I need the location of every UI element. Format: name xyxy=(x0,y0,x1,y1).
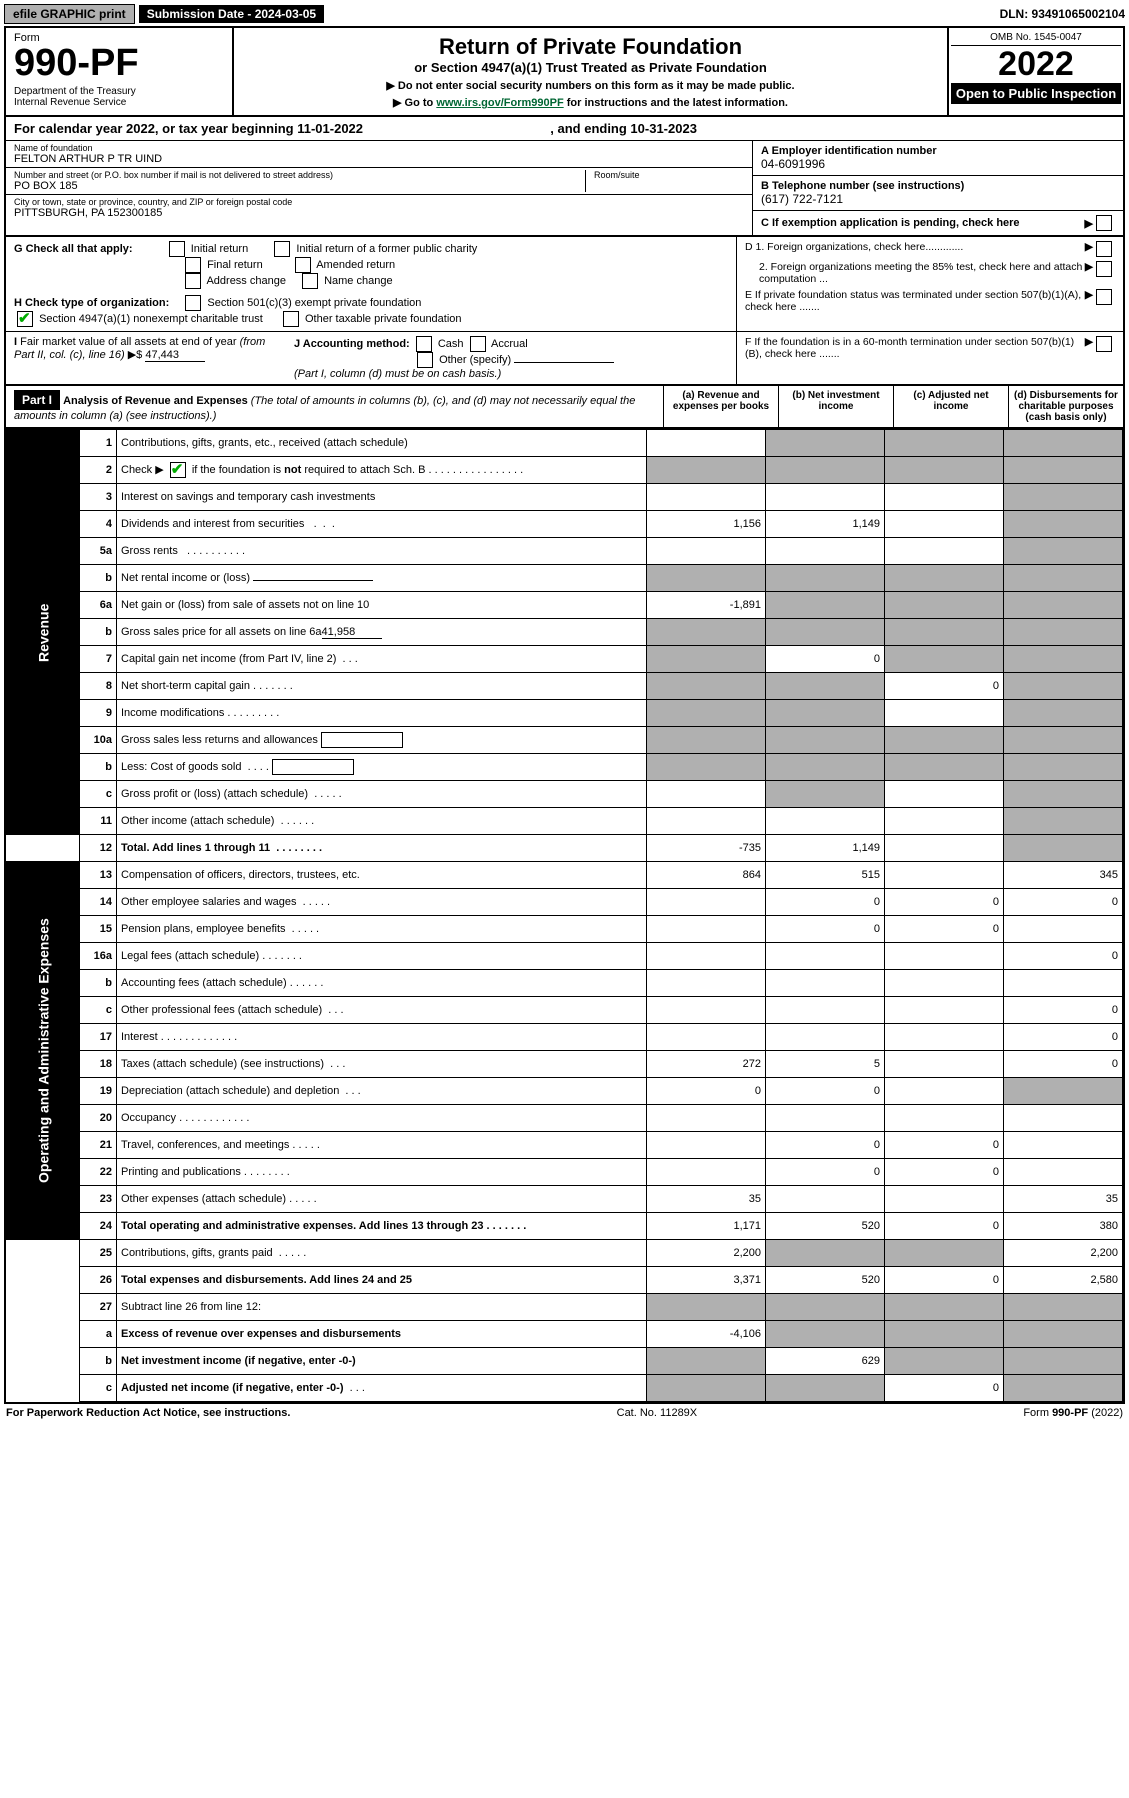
form-title: Return of Private Foundation xyxy=(240,34,941,60)
g-initial-former-checkbox[interactable] xyxy=(274,241,290,257)
form-number: 990-PF xyxy=(14,44,224,82)
dln: DLN: 93491065002104 xyxy=(1000,7,1125,21)
j-note: (Part I, column (d) must be on cash basi… xyxy=(294,368,501,380)
d2-checkbox[interactable] xyxy=(1096,261,1112,277)
j-lbl: J Accounting method: xyxy=(294,338,410,350)
form-subtitle: or Section 4947(a)(1) Trust Treated as P… xyxy=(240,60,941,75)
j-other-checkbox[interactable] xyxy=(417,352,433,368)
f-checkbox[interactable] xyxy=(1096,336,1112,352)
g-o6: Name change xyxy=(324,275,393,287)
c-lbl: C If exemption application is pending, c… xyxy=(761,217,1085,229)
ein-lbl: A Employer identification number xyxy=(761,145,1115,157)
e-checkbox[interactable] xyxy=(1096,289,1112,305)
col-a-hdr: (a) Revenue and expenses per books xyxy=(663,386,778,427)
tel-val: (617) 722-7121 xyxy=(761,192,1115,206)
c-checkbox[interactable] xyxy=(1096,215,1112,231)
e-lbl: E If private foundation status was termi… xyxy=(745,289,1085,313)
g-o5: Address change xyxy=(206,275,286,287)
j-o1: Cash xyxy=(438,338,464,350)
name-lbl: Name of foundation xyxy=(14,143,744,153)
h-501c3-checkbox[interactable] xyxy=(185,295,201,311)
addr-val: PO BOX 185 xyxy=(14,180,585,192)
footer-left: For Paperwork Reduction Act Notice, see … xyxy=(6,1407,290,1419)
efile-btn[interactable]: efile GRAPHIC print xyxy=(4,4,135,24)
ein-val: 04-6091996 xyxy=(761,157,1115,171)
addr-lbl: Number and street (or P.O. box number if… xyxy=(14,170,585,180)
tel-lbl: B Telephone number (see instructions) xyxy=(761,180,1115,192)
f-lbl: F If the foundation is in a 60-month ter… xyxy=(745,336,1085,360)
h-o2: Section 4947(a)(1) nonexempt charitable … xyxy=(39,313,263,325)
j-o3: Other (specify) xyxy=(439,354,511,366)
part1-hdr: Part I xyxy=(14,390,60,410)
h-lbl: H Check type of organization: xyxy=(14,297,169,309)
g-o1: Initial return xyxy=(191,243,248,255)
room-lbl: Room/suite xyxy=(585,170,744,192)
h-4947-checkbox[interactable] xyxy=(17,311,33,327)
h-other-checkbox[interactable] xyxy=(283,311,299,327)
calendar-year-end: , and ending 10-31-2023 xyxy=(550,121,697,136)
open-inspection: Open to Public Inspection xyxy=(951,83,1121,104)
g-o3: Final return xyxy=(207,259,263,271)
g-o4: Amended return xyxy=(316,259,395,271)
dept-label: Department of the TreasuryInternal Reven… xyxy=(14,86,224,108)
j-accrual-checkbox[interactable] xyxy=(470,336,486,352)
h-o1: Section 501(c)(3) exempt private foundat… xyxy=(207,297,421,309)
schb-checkbox[interactable] xyxy=(170,462,186,478)
arrow-icon: ▶ xyxy=(1085,217,1093,230)
h-o3: Other taxable private foundation xyxy=(305,313,462,325)
j-cash-checkbox[interactable] xyxy=(416,336,432,352)
expenses-side-label: Operating and Administrative Expenses xyxy=(7,862,80,1240)
col-c-hdr: (c) Adjusted net income xyxy=(893,386,1008,427)
irs-link[interactable]: www.irs.gov/Form990PF xyxy=(436,97,563,109)
ssn-note: ▶ Do not enter social security numbers o… xyxy=(240,79,941,92)
g-lbl: G Check all that apply: xyxy=(14,243,133,255)
part1-title: Analysis of Revenue and Expenses xyxy=(63,395,248,407)
g-amended-checkbox[interactable] xyxy=(295,257,311,273)
tax-year: 2022 xyxy=(951,46,1121,83)
city-val: PITTSBURGH, PA 152300185 xyxy=(14,207,292,219)
calendar-year-begin: For calendar year 2022, or tax year begi… xyxy=(14,121,363,136)
revenue-side-label: Revenue xyxy=(7,430,80,835)
j-o2: Accrual xyxy=(491,338,528,350)
foundation-name: FELTON ARTHUR P TR UIND xyxy=(14,153,744,165)
part1-table: Revenue 1Contributions, gifts, grants, e… xyxy=(6,429,1123,1402)
goto-note: ▶ Go to www.irs.gov/Form990PF for instru… xyxy=(240,96,941,109)
col-d-hdr: (d) Disbursements for charitable purpose… xyxy=(1008,386,1123,427)
g-name-change-checkbox[interactable] xyxy=(302,273,318,289)
fmv-val: 47,443 xyxy=(145,349,205,362)
footer-form: Form 990-PF (2022) xyxy=(1023,1407,1123,1419)
g-initial-return-checkbox[interactable] xyxy=(169,241,185,257)
submission-date: Submission Date - 2024-03-05 xyxy=(139,5,324,23)
g-final-return-checkbox[interactable] xyxy=(185,257,201,273)
g-o2: Initial return of a former public charit… xyxy=(296,243,477,255)
d2-lbl: 2. Foreign organizations meeting the 85%… xyxy=(745,261,1085,285)
omb-number: OMB No. 1545-0047 xyxy=(951,30,1121,46)
footer-cat: Cat. No. 11289X xyxy=(617,1407,698,1419)
d1-checkbox[interactable] xyxy=(1096,241,1112,257)
col-b-hdr: (b) Net investment income xyxy=(778,386,893,427)
city-lbl: City or town, state or province, country… xyxy=(14,197,292,207)
d1-lbl: D 1. Foreign organizations, check here..… xyxy=(745,241,1085,253)
g-address-change-checkbox[interactable] xyxy=(185,273,201,289)
